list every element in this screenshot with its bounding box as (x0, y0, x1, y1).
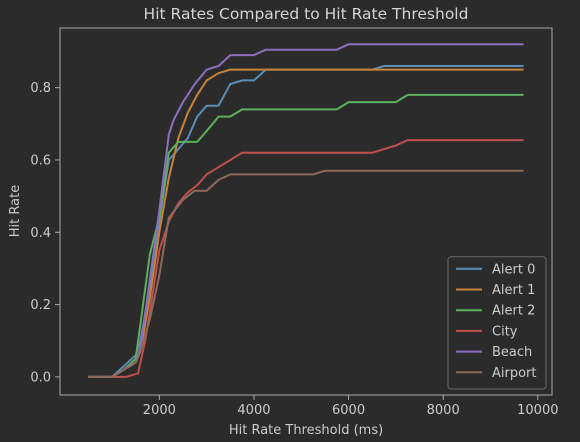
legend-label: Alert 2 (492, 304, 535, 319)
y-tick-label: 0.6 (30, 153, 51, 168)
legend-label: Alert 0 (492, 262, 535, 277)
axis-ticks: 2000 4000 6000 8000 10000 0.0 0.2 0.4 0.6 0.8 (30, 81, 558, 418)
x-tick-label: 8000 (427, 403, 460, 418)
x-tick-label: 10000 (517, 403, 558, 418)
y-tick-label: 0.2 (30, 298, 51, 313)
series-line-alert-0 (88, 65, 524, 378)
y-tick-label: 0.0 (30, 370, 51, 385)
x-tick-label: 2000 (143, 403, 176, 418)
plot-frame (59, 27, 553, 396)
y-tick-label: 0.8 (30, 81, 51, 96)
legend-label: Beach (492, 345, 532, 360)
series-line-alert-2 (88, 93, 524, 378)
y-axis-label: Hit Rate (8, 185, 23, 237)
series-line-city (88, 139, 524, 378)
chart-title: Hit Rates Compared to Hit Rate Threshold (144, 5, 469, 23)
series-lines (88, 43, 524, 378)
x-tick-label: 6000 (332, 403, 365, 418)
legend: Alert 0 Alert 1 Alert 2 City Beach Airport (447, 256, 547, 390)
legend-label: Airport (492, 366, 537, 381)
y-tick-label: 0.4 (30, 226, 51, 241)
x-axis-label: Hit Rate Threshold (ms) (229, 423, 383, 438)
x-tick-label: 4000 (237, 403, 270, 418)
series-line-airport (88, 169, 524, 378)
legend-label: City (492, 324, 518, 339)
legend-label: Alert 1 (492, 283, 535, 298)
